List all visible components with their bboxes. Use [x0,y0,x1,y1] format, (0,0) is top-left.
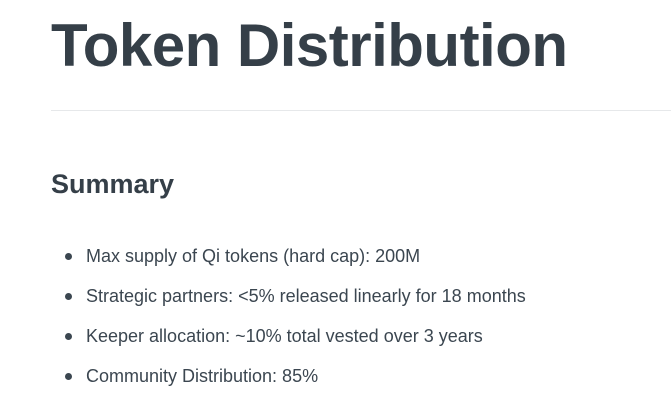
list-item: Community Distribution: 85% [51,356,526,396]
section-heading: Summary [51,169,175,199]
list-item: Max supply of Qi tokens (hard cap): 200M [51,236,526,276]
list-item: Keeper allocation: ~10% total vested ove… [51,316,526,356]
page-title: Token Distribution [51,12,568,79]
divider [51,110,671,111]
summary-list: Max supply of Qi tokens (hard cap): 200M… [51,236,526,396]
list-item: Strategic partners: <5% released linearl… [51,276,526,316]
